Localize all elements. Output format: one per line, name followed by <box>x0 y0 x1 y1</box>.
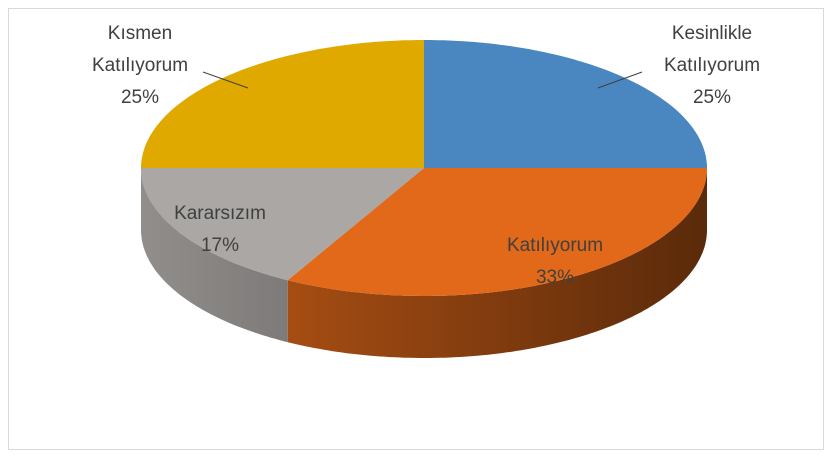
value-label: 25% <box>120 87 160 108</box>
pie-slice <box>424 40 707 168</box>
slice-label: Kısmen Katılıyorum 25% <box>65 18 215 114</box>
value-label: 25% <box>692 87 732 108</box>
leader-line <box>597 71 643 89</box>
pie-slice <box>141 168 424 281</box>
slice-side <box>287 168 707 358</box>
slice-side <box>141 168 288 343</box>
pie-slice <box>287 168 707 296</box>
value-label: 33% <box>535 267 575 288</box>
category-label: Kısmen Katılıyorum <box>91 23 189 76</box>
category-label: Katılıyorum <box>506 235 604 256</box>
slice-label: Kararsızım 17% <box>145 198 295 262</box>
category-label: Kararsızım <box>174 203 266 224</box>
pie-slice <box>141 40 424 168</box>
slice-label: Katılıyorum 33% <box>480 230 630 294</box>
value-label: 17% <box>200 235 240 256</box>
category-label: Kesinlikle Katılıyorum <box>663 23 761 76</box>
leader-line <box>202 71 249 89</box>
slice-label: Kesinlikle Katılıyorum 25% <box>637 18 787 114</box>
